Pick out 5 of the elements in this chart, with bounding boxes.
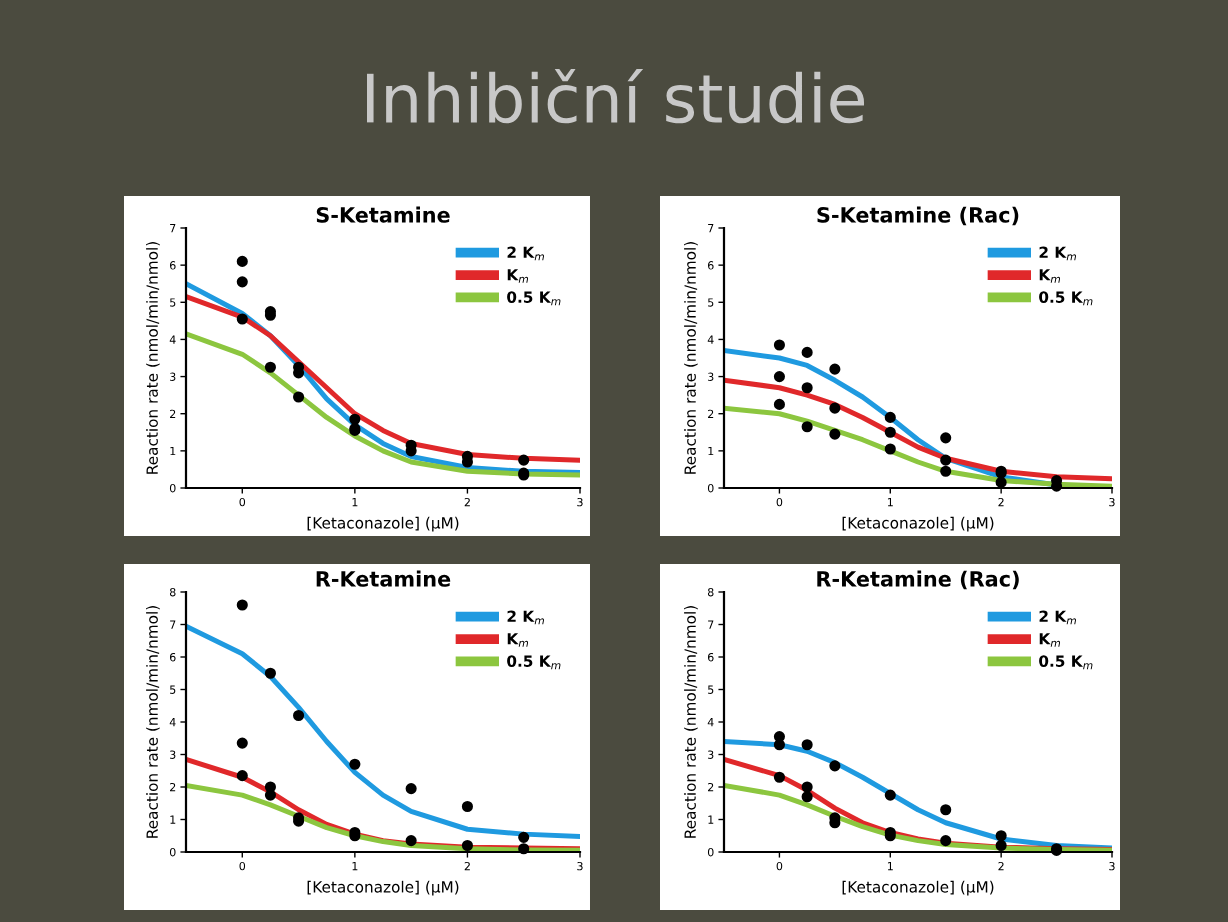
chart-title: S-Ketamine (Rac) (817, 206, 1019, 226)
chart-title: S-Ketamine (316, 206, 450, 223)
chart-title: R-Ketamine (316, 570, 451, 587)
chart-title: R-Ketamine (Rac) (817, 570, 1019, 590)
text: Inhibiční studie (366, 69, 865, 124)
